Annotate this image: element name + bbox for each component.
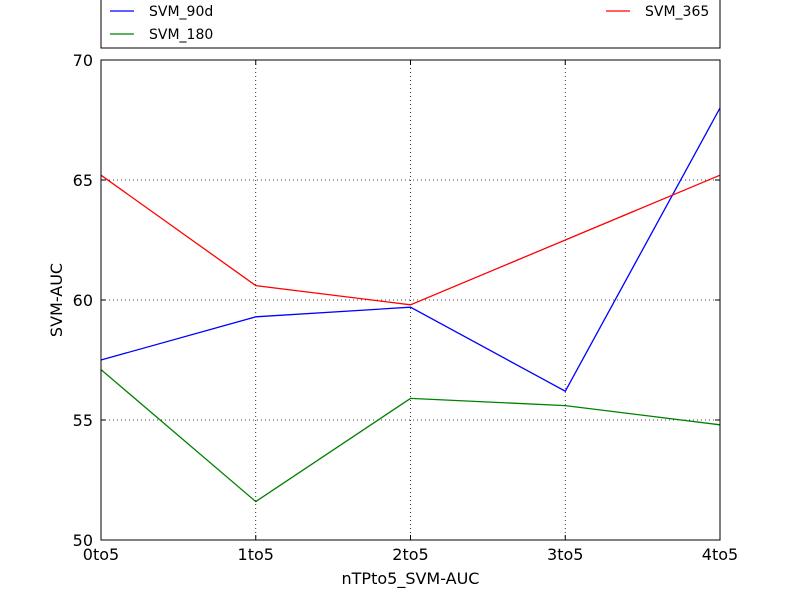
legend-box bbox=[100, 0, 721, 49]
x-tick-label: 4to5 bbox=[702, 545, 738, 564]
series-layer bbox=[100, 107, 721, 503]
y-tick-label: 70 bbox=[73, 51, 93, 70]
tick-labels: 0to5 1to5 2to5 3to5 4to5 50 55 60 65 70 bbox=[73, 51, 739, 564]
y-tick-label: 65 bbox=[73, 171, 93, 190]
y-tick-label: 50 bbox=[73, 531, 93, 550]
x-tick-label: 3to5 bbox=[547, 545, 583, 564]
y-tick-label: 60 bbox=[73, 291, 93, 310]
series-line-SVM_365 bbox=[100, 174, 721, 306]
axis-ticks bbox=[100, 59, 721, 541]
y-tick-label: 55 bbox=[73, 411, 93, 430]
x-tick-label: 2to5 bbox=[392, 545, 428, 564]
x-tick-label: 1to5 bbox=[238, 545, 274, 564]
series-line-SVM_180 bbox=[100, 369, 721, 503]
legend-label: SVM_365 bbox=[645, 4, 709, 20]
x-axis-label: nTPto5_SVM-AUC bbox=[342, 569, 480, 589]
series-line-SVM_90d bbox=[100, 107, 721, 393]
y-axis-label: SVM-AUC bbox=[47, 263, 66, 337]
legend-label: SVM_180 bbox=[149, 27, 213, 43]
legend-label: SVM_90d bbox=[149, 4, 213, 20]
x-tick-label: 0to5 bbox=[83, 545, 119, 564]
legend: SVM_90d SVM_180 SVM_365 bbox=[100, 0, 721, 49]
grid-lines bbox=[100, 59, 721, 541]
